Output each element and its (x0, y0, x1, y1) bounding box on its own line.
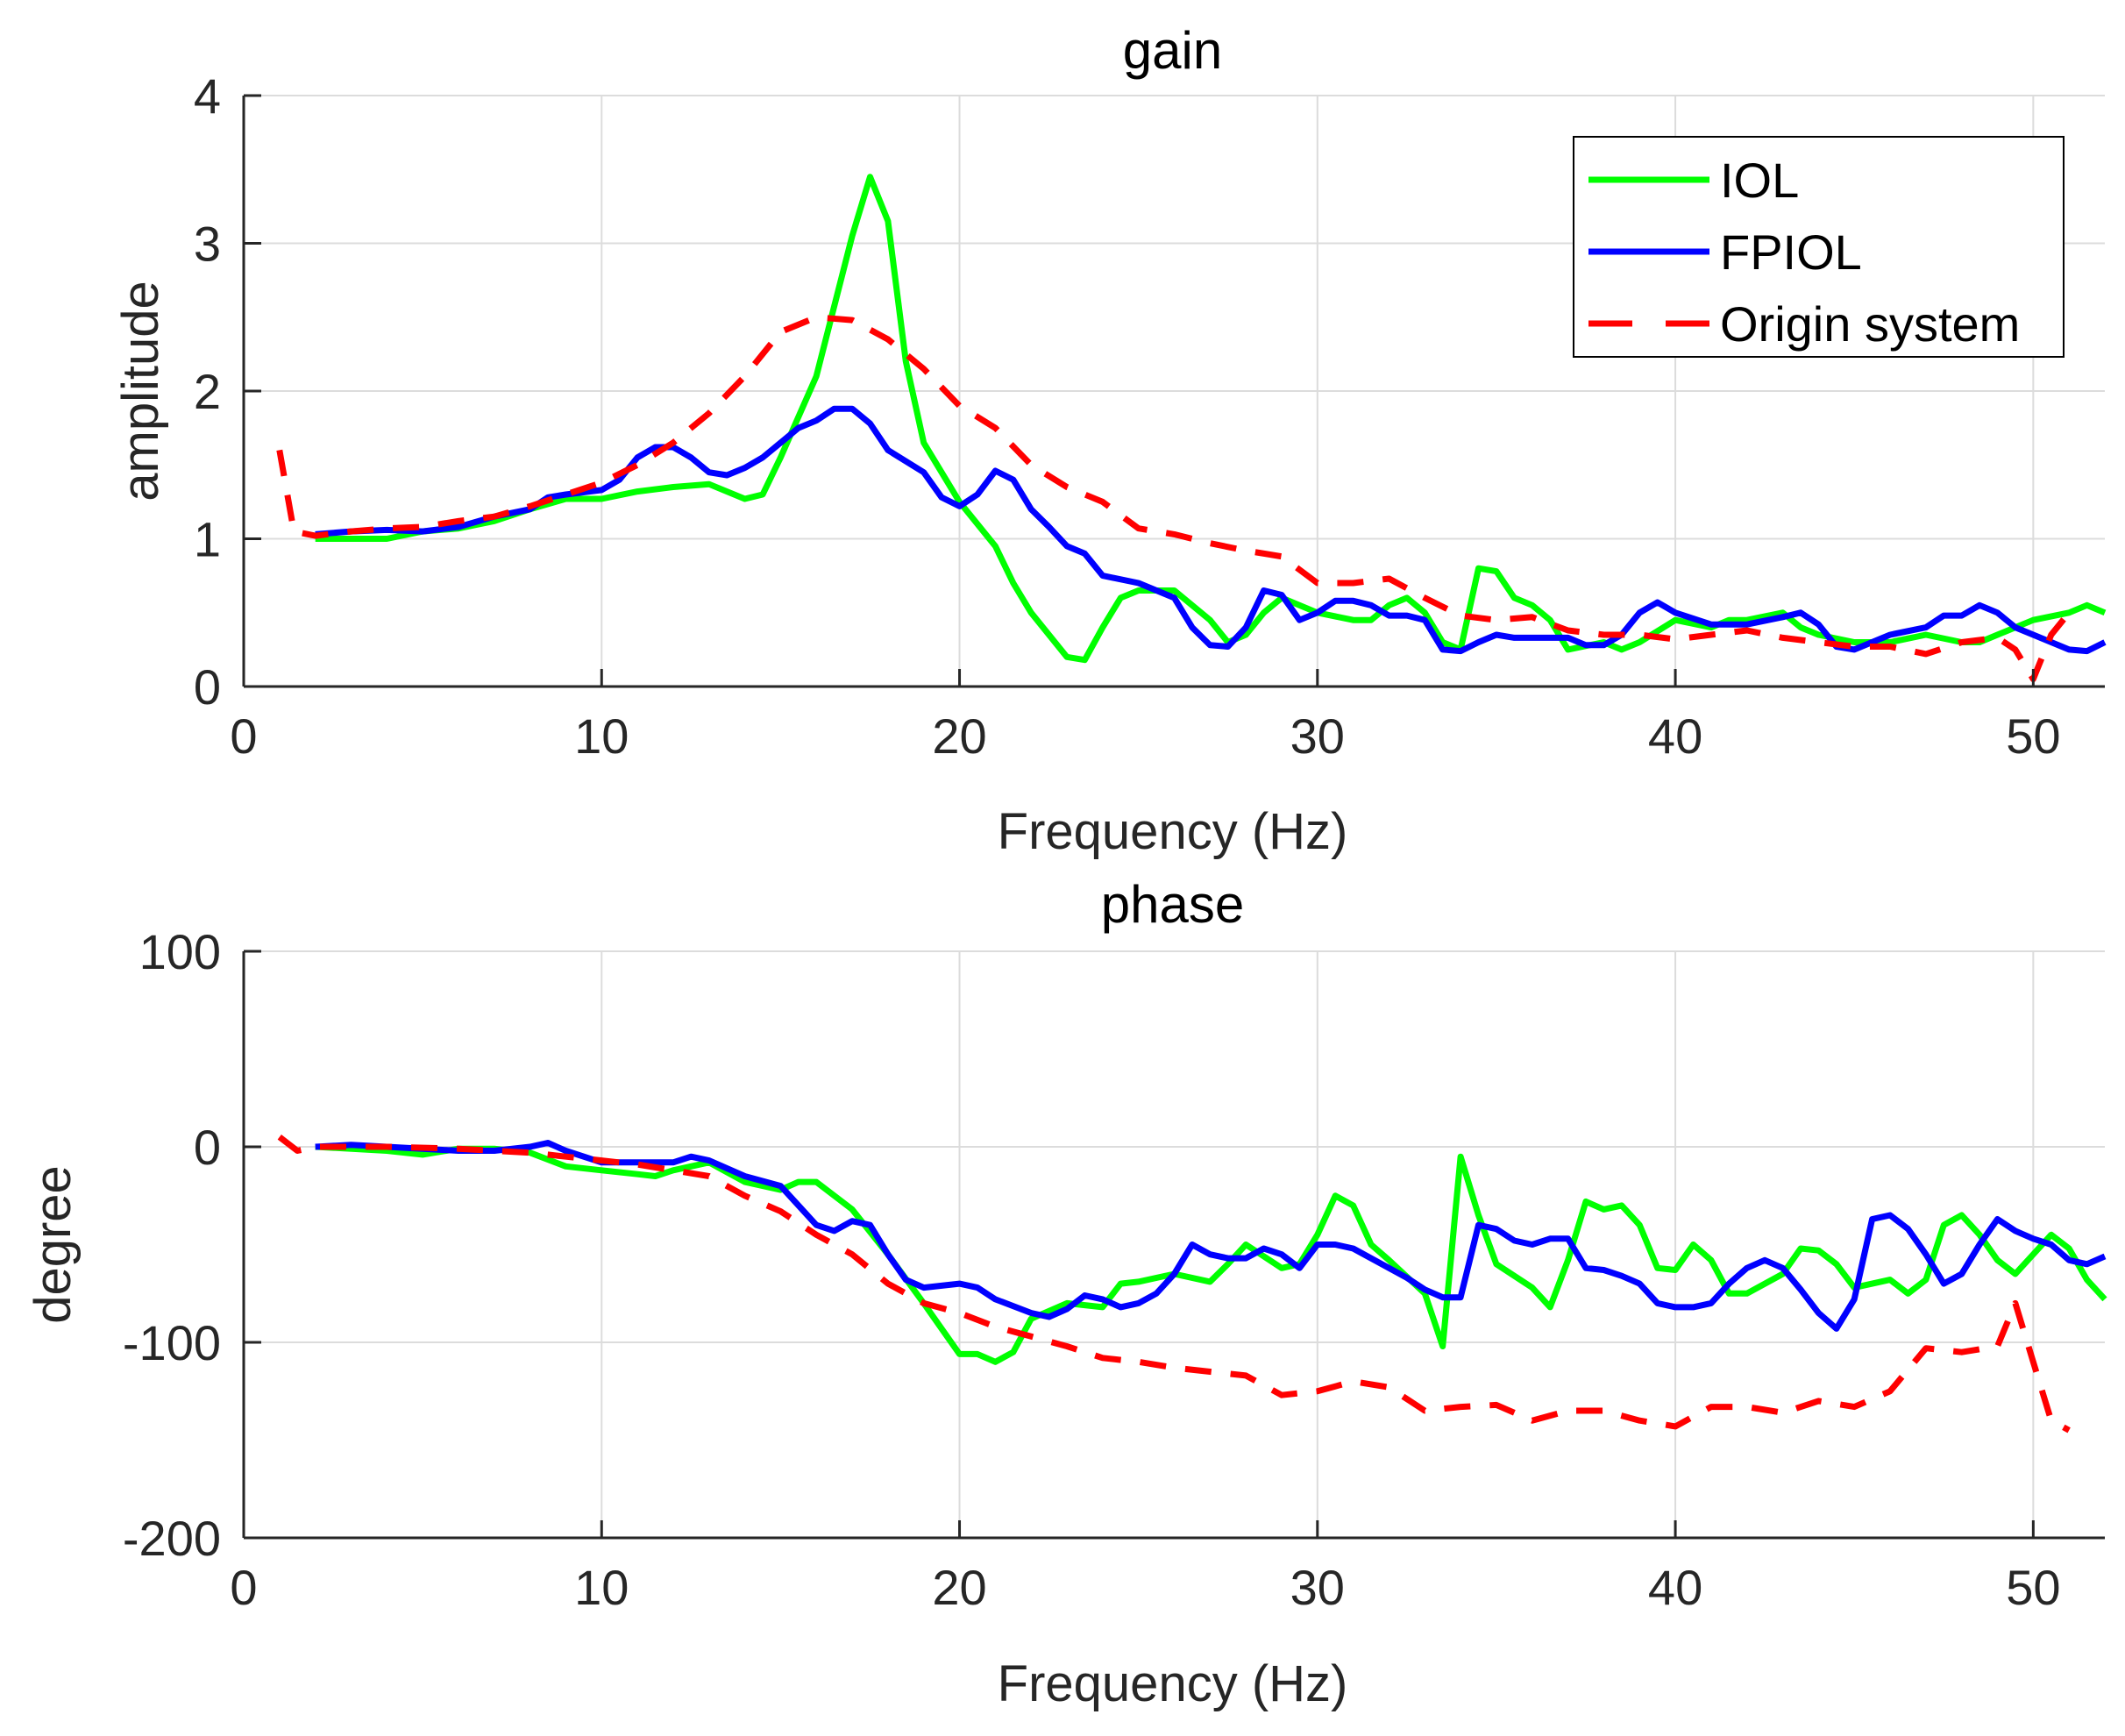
y-axis-label: degree (25, 1165, 82, 1324)
x-tick-label: 20 (932, 708, 986, 764)
y-tick-label: 3 (194, 217, 221, 272)
x-tick-label: 20 (932, 1560, 986, 1615)
x-tick-label: 40 (1648, 708, 1702, 764)
x-tick-label: 10 (574, 1560, 629, 1615)
y-tick-label: 0 (194, 659, 221, 715)
series-line-origin-system (277, 1135, 2071, 1434)
legend-label: Origin system (1720, 296, 2020, 352)
x-axis-label: Frequency (Hz) (998, 803, 1348, 860)
x-tick-label: 50 (2006, 1560, 2060, 1615)
legend-box (1573, 136, 2065, 358)
chart-title: phase (1101, 875, 1244, 934)
x-tick-label: 0 (230, 708, 257, 764)
y-tick-label: 1 (194, 512, 221, 567)
y-tick-label: -100 (123, 1315, 221, 1370)
x-tick-label: 50 (2006, 708, 2060, 764)
series-line-fpiol (315, 1140, 2107, 1332)
series-line-fpiol (315, 405, 2107, 655)
subplot-gain: 0 10 20 30 40 50 0 1 2 3 4 gain Frequency (Hz) amplit… (112, 21, 2107, 860)
x-tick-label: 30 (1290, 708, 1345, 764)
x-tick-label: 30 (1290, 1560, 1345, 1615)
x-axis-label: Frequency (Hz) (998, 1655, 1348, 1712)
x-tick-label: 40 (1648, 1560, 1702, 1615)
legend-label: FPIOL (1720, 224, 1862, 280)
y-tick-label: 2 (194, 364, 221, 419)
series-line-iol (315, 174, 2107, 664)
x-tick-label: 10 (574, 708, 629, 764)
y-tick-label: 0 (194, 1120, 221, 1175)
y-tick-label: -200 (123, 1511, 221, 1566)
y-axis-label: amplitude (112, 281, 169, 501)
series-line-iol (315, 1143, 2107, 1365)
legend: IOL FPIOL Origin system (1573, 136, 2065, 358)
y-tick-label: 4 (194, 68, 221, 124)
subplot-phase: 0 10 20 30 40 50 -200 -100 0 100 phase Frequency (H… (25, 875, 2107, 1712)
chart-title: gain (1123, 21, 1222, 80)
y-tick-label: 100 (139, 924, 221, 979)
x-tick-label: 0 (230, 1560, 257, 1615)
legend-label: IOL (1720, 153, 1799, 208)
